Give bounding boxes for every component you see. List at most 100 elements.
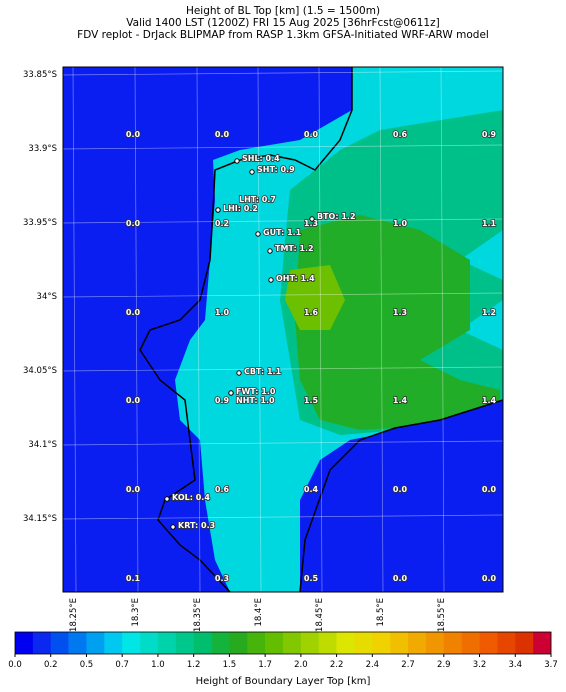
- station-label: LHT: 0.7: [239, 195, 276, 204]
- station-marker: [170, 524, 176, 530]
- colorbar-swatch: [497, 632, 516, 654]
- title-line: FDV replot - DrJack BLIPMAP from RASP 1.…: [77, 29, 489, 41]
- grid-value: 1.0: [393, 219, 408, 228]
- lon-label: 18.35°E: [193, 598, 203, 632]
- station-label: KOL: 0.4: [172, 493, 210, 502]
- grid-value: 1.1: [482, 219, 497, 228]
- colorbar-tick-label: 1.0: [151, 660, 165, 670]
- grid-value: 0.0: [304, 130, 319, 139]
- lat-label: 33.95°S: [23, 218, 57, 228]
- grid-value: 1.4: [482, 396, 497, 405]
- colorbar-tick-label: 2.0: [294, 660, 308, 670]
- grid-value: 0.0: [126, 396, 141, 405]
- colorbar-swatch: [175, 632, 194, 654]
- station-marker: [267, 248, 273, 254]
- map-frame: [62, 66, 504, 593]
- colorbar-swatch: [68, 632, 87, 654]
- colorbar-swatch: [354, 632, 373, 654]
- colorbar-swatch: [32, 632, 52, 654]
- colorbar-tick-label: 2.7: [401, 660, 415, 670]
- station-label: SHL: 0.4: [242, 154, 280, 163]
- land-yellowgreen: [285, 265, 345, 330]
- colorbar-tick-label: 0.7: [115, 660, 129, 670]
- coastline: [139, 67, 504, 593]
- colorbar-swatch: [461, 632, 480, 654]
- grid-value: 1.5: [304, 396, 319, 405]
- station-label: CBT: 1.1: [244, 367, 282, 376]
- lon-label: 18.5°E: [376, 598, 386, 627]
- colorbar-tick-label: 3.2: [473, 660, 487, 670]
- colorbar-tick-label: 3.4: [509, 660, 523, 670]
- lat-label: 33.9°S: [28, 144, 57, 154]
- grid-value: 0.1: [126, 574, 141, 583]
- colorbar-tick-label: 2.9: [437, 660, 451, 670]
- station-marker: [309, 216, 315, 222]
- colorbar-swatch: [300, 632, 320, 654]
- colorbar-tick-label: 2.4: [366, 660, 380, 670]
- grid-value: 0.0: [126, 485, 141, 494]
- colorbar-swatch: [533, 632, 552, 654]
- grid-value: 1.6: [304, 308, 319, 317]
- grid-value: 0.9: [215, 396, 230, 405]
- grid-value: 0.0: [482, 485, 497, 494]
- colorbar-swatch: [86, 632, 105, 654]
- colorbar-swatch: [157, 632, 177, 654]
- colorbar-tick-label: 0.5: [80, 660, 94, 670]
- colorbar-swatch: [283, 632, 302, 654]
- colorbar-swatch: [425, 632, 445, 654]
- grid-value: 1.3: [393, 308, 407, 317]
- lon-label: 18.45°E: [315, 598, 325, 632]
- colorbar-swatch: [390, 632, 409, 654]
- station-label: BTO: 1.2: [317, 212, 356, 221]
- colorbar-swatch: [193, 632, 212, 654]
- grid-value: 0.6: [393, 130, 408, 139]
- colorbar-swatch: [247, 632, 266, 654]
- graticule: [62, 66, 504, 593]
- lon-label: 18.3°E: [131, 598, 141, 627]
- grid-value: 0.0: [126, 130, 141, 139]
- lat-label: 34°S: [37, 292, 57, 302]
- grid-value: 0.9: [482, 130, 497, 139]
- grid-value: 0.6: [215, 485, 230, 494]
- lon-label: 18.55°E: [437, 598, 447, 632]
- colorbar-swatch: [15, 632, 34, 654]
- grid-value: 0.3: [215, 574, 229, 583]
- station-marker: [228, 390, 234, 396]
- colorbar-tick-label: 3.7: [544, 660, 558, 670]
- colorbar-swatch: [104, 632, 123, 654]
- grid-value: 1.0: [215, 308, 230, 317]
- colorbar-tick-label: 1.5: [223, 660, 237, 670]
- lat-label: 33.85°S: [23, 70, 57, 80]
- title-line: Valid 1400 LST (1200Z) FRI 15 Aug 2025 […: [126, 17, 439, 29]
- grid-value: 0.4: [304, 485, 319, 494]
- grid-value: 0.0: [482, 574, 497, 583]
- grid-value: 0.0: [393, 485, 408, 494]
- lat-label: 34.15°S: [23, 514, 57, 524]
- station-marker: [234, 158, 240, 164]
- colorbar-swatch: [140, 632, 159, 654]
- grid-value: 1.4: [393, 396, 408, 405]
- colorbar-label: Height of Boundary Layer Top [km]: [196, 676, 371, 687]
- station-label: TMT: 1.2: [275, 244, 314, 253]
- colorbar-swatch: [122, 632, 141, 654]
- station-marker: [215, 207, 221, 213]
- lat-label: 34.1°S: [28, 440, 57, 450]
- grid-value: 1.2: [482, 308, 496, 317]
- lat-label: 34.05°S: [23, 366, 57, 376]
- station-label: KRT: 0.3: [178, 521, 215, 530]
- colorbar-swatch: [318, 632, 337, 654]
- station-label: GUT: 1.1: [263, 228, 302, 237]
- station-marker: [255, 231, 261, 237]
- station-label: OHT: 1.4: [276, 274, 315, 283]
- station-label: LHI: 0.2: [223, 204, 258, 213]
- colorbar-tick-label: 1.2: [187, 660, 201, 670]
- colorbar-swatch: [515, 632, 534, 654]
- sea-east: [300, 400, 503, 592]
- lon-label: 18.25°E: [69, 598, 79, 632]
- station-marker: [164, 496, 170, 502]
- colorbar-tick-label: 0.2: [44, 660, 58, 670]
- grid-value: 0.0: [215, 130, 230, 139]
- colorbar-swatch: [372, 632, 391, 654]
- grid-value: 0.5: [304, 574, 319, 583]
